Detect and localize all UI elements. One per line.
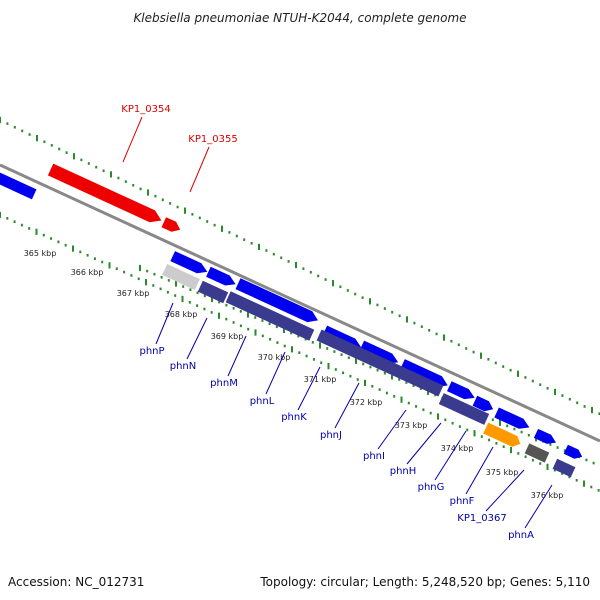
- kbp-label: 373 kbp: [395, 421, 428, 430]
- label-leader: [406, 422, 442, 465]
- tick-rings: [0, 116, 600, 492]
- gene-band-dark: [524, 443, 550, 463]
- genome-backbone: [0, 163, 600, 443]
- gene-label-lower: phnL: [250, 396, 275, 407]
- gene-arrow: [563, 444, 583, 459]
- label-leader: [465, 446, 494, 495]
- gene-band: [225, 291, 315, 341]
- gene-band: [197, 280, 229, 304]
- gene-arrow: [322, 325, 362, 349]
- gene-band: [438, 393, 490, 425]
- kbp-scale-labels: 365 kbp 366 kbp 367 kbp 368 kbp 369 kbp 370 k…: [24, 249, 564, 500]
- label-leader: [186, 317, 208, 360]
- gene-track: [0, 163, 583, 478]
- kbp-label: 366 kbp: [71, 268, 104, 277]
- gene-arrow: [494, 407, 530, 429]
- gene-labels: KP1_0354 KP1_0355 phnP phnN phnM phnL phnK phnJ…: [121, 104, 553, 541]
- gene-band-grey: [162, 264, 200, 290]
- gene-label-lower: phnK: [281, 412, 307, 423]
- label-leader: [485, 469, 525, 512]
- label-leader: [155, 302, 174, 345]
- label-leader: [434, 430, 467, 481]
- map-title: Klebsiella pneumoniae NTUH-K2044, comple…: [133, 11, 466, 25]
- gene-label-upper: KP1_0355: [188, 134, 237, 145]
- kbp-label: 370 kbp: [258, 353, 291, 362]
- gene-arrow: [0, 172, 37, 200]
- gene-arrow: [170, 251, 208, 274]
- gene-label-lower: phnP: [139, 346, 164, 357]
- gene-band: [316, 329, 444, 397]
- backbone-strand: [0, 163, 600, 443]
- gene-label-lower: phnF: [450, 496, 475, 507]
- gene-label-lower: phnA: [508, 530, 534, 541]
- label-leader: [334, 382, 360, 429]
- gene-label-lower: KP1_0367: [457, 513, 506, 524]
- kbp-label: 368 kbp: [165, 310, 198, 319]
- kbp-label: 376 kbp: [531, 491, 564, 500]
- accession-text: Accession: NC_012731: [8, 575, 144, 589]
- label-leader: [122, 116, 143, 163]
- kbp-label: 374 kbp: [441, 444, 474, 453]
- kbp-label: 375 kbp: [486, 468, 519, 477]
- kbp-label: 372 kbp: [350, 398, 383, 407]
- gene-label-lower: phnG: [418, 482, 445, 493]
- kbp-label: 371 kbp: [304, 375, 337, 384]
- gene-label-lower: phnH: [390, 466, 417, 477]
- label-leader: [227, 335, 247, 377]
- gene-arrow-kp1-0354: [47, 163, 162, 223]
- gene-arrow: [447, 381, 475, 400]
- genome-summary-text: Topology: circular; Length: 5,248,520 bp…: [259, 575, 590, 589]
- kbp-label: 365 kbp: [24, 249, 57, 258]
- gene-arrow: [399, 359, 448, 388]
- gene-band: [552, 458, 576, 478]
- gene-arrow: [533, 428, 556, 444]
- kbp-label: 369 kbp: [211, 332, 244, 341]
- label-leader: [377, 409, 407, 450]
- gene-label-lower: phnM: [210, 378, 238, 389]
- gene-label-lower: phnN: [170, 361, 197, 372]
- gene-arrow: [206, 266, 236, 286]
- gene-label-lower: phnI: [363, 451, 385, 462]
- label-leader: [265, 351, 286, 395]
- gene-arrow-orange: [483, 422, 521, 447]
- label-leader: [524, 484, 553, 529]
- kbp-label: 367 kbp: [117, 289, 150, 298]
- label-leader: [297, 366, 321, 411]
- gene-arrow: [359, 340, 399, 364]
- gene-arrow: [472, 395, 494, 412]
- label-leader: [189, 146, 210, 193]
- gene-arrow-kp1-0355: [161, 217, 181, 232]
- gene-label-lower: phnJ: [320, 430, 342, 441]
- gene-arrow: [235, 278, 318, 323]
- gene-label-upper: KP1_0354: [121, 104, 170, 115]
